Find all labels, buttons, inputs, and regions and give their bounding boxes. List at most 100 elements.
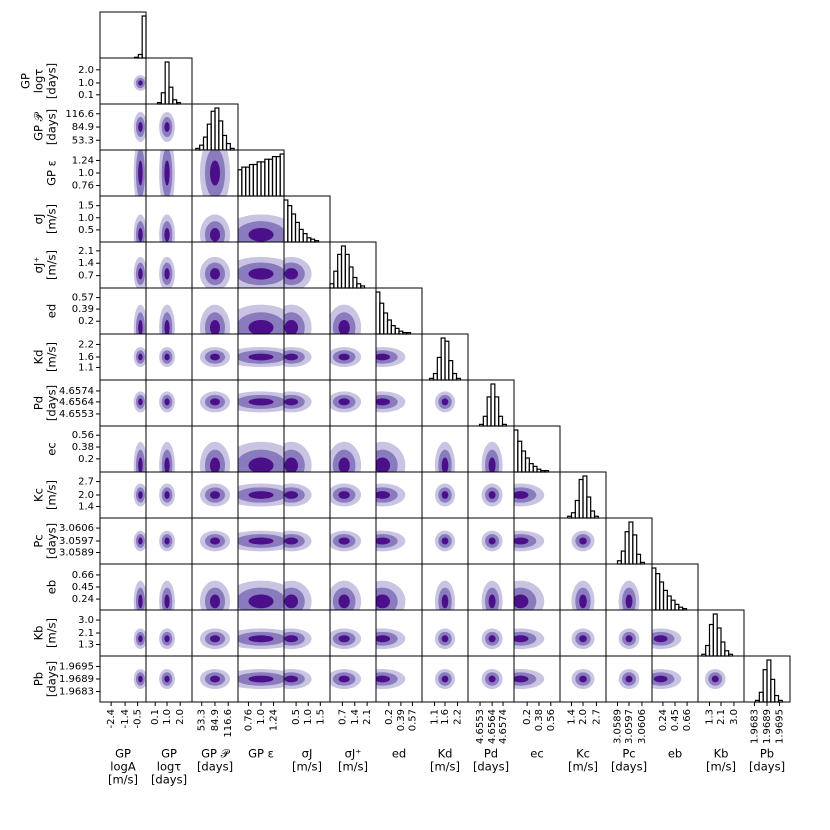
panel <box>99 655 147 703</box>
panel <box>375 563 423 611</box>
x-tick-label: 3.0589 <box>613 709 624 744</box>
contour <box>284 457 299 472</box>
panel <box>99 425 147 473</box>
panel <box>191 379 239 427</box>
contour <box>488 594 496 609</box>
x-tick-label: 53.3 <box>197 709 208 731</box>
panel <box>605 655 653 703</box>
contours <box>133 530 146 552</box>
x-axis-label: Pb <box>760 747 774 761</box>
panel <box>605 517 653 565</box>
x-tick-label: 3.0597 <box>624 709 635 744</box>
y-tick-label: 1.4 <box>78 258 94 269</box>
contour <box>376 635 391 643</box>
y-tick-label: 116.6 <box>65 109 94 120</box>
panel <box>99 103 147 151</box>
x-tick-label: 2.0 <box>578 709 589 725</box>
contour <box>138 268 143 280</box>
panel <box>375 425 423 473</box>
x-tick-label: -1.4 <box>120 709 131 729</box>
contours <box>376 628 406 650</box>
contour <box>164 160 170 186</box>
y-axis-label: logτ <box>32 69 46 94</box>
y-tick-label: 0.76 <box>72 181 94 192</box>
contours <box>284 304 312 334</box>
panel <box>145 57 193 105</box>
y-axis-label: Kb <box>32 626 46 641</box>
x-tick-label: 0.56 <box>546 709 557 731</box>
contour <box>338 594 350 609</box>
y-tick-label: 0.2 <box>78 454 94 465</box>
contour <box>338 537 350 545</box>
contours <box>376 483 406 507</box>
contour <box>248 594 274 609</box>
contours <box>133 441 146 472</box>
contour <box>248 353 274 361</box>
contours <box>330 391 362 413</box>
y-tick-label: 2.0 <box>78 490 94 501</box>
panel <box>651 655 699 703</box>
panel <box>421 425 469 473</box>
panel <box>145 517 193 565</box>
contours <box>133 75 146 91</box>
contour <box>579 635 587 643</box>
x-tick-label: 1.24 <box>269 709 280 731</box>
contours <box>376 668 406 690</box>
x-axis-label: GP <box>115 747 131 761</box>
panel <box>145 655 193 703</box>
panel <box>375 379 423 427</box>
contours <box>434 580 456 610</box>
contours <box>159 111 175 143</box>
contour <box>164 227 170 242</box>
x-axis-label: GP 𝒫 <box>201 747 231 761</box>
panel <box>329 471 377 519</box>
panel <box>145 103 193 151</box>
x-tick-label: 0.2 <box>522 709 533 725</box>
contours <box>481 628 503 650</box>
panel <box>421 655 469 703</box>
x-axis-label: [m/s] <box>430 760 460 774</box>
y-tick-label: 0.45 <box>72 582 94 593</box>
y-axis-label: ed <box>45 304 59 318</box>
panel <box>145 425 193 473</box>
contour <box>284 675 299 683</box>
contours <box>159 441 175 472</box>
x-axis-label: [m/s] <box>338 760 368 774</box>
x-tick-label: -0.5 <box>133 709 144 729</box>
x-axis-label: [m/s] <box>108 773 138 787</box>
panel <box>375 609 423 657</box>
contours <box>376 580 406 610</box>
contours <box>238 580 284 610</box>
y-axis-label: Pd <box>32 396 46 410</box>
panel <box>513 655 561 703</box>
panel <box>99 241 147 289</box>
x-tick-label: 2.7 <box>591 709 602 725</box>
contours <box>133 111 146 143</box>
panel <box>283 379 331 427</box>
panel <box>559 609 607 657</box>
panel-frame <box>375 287 423 335</box>
contours <box>514 668 545 690</box>
contours <box>571 580 595 610</box>
contours <box>330 483 362 507</box>
contours <box>376 441 406 472</box>
y-axis-label: [days] <box>45 63 59 99</box>
contours <box>434 628 456 650</box>
y-tick-label: 2.0 <box>78 65 94 76</box>
contour <box>488 675 496 683</box>
contours <box>199 441 231 472</box>
contour <box>138 635 143 643</box>
panel <box>375 471 423 519</box>
panel <box>191 333 239 381</box>
contour <box>138 160 143 186</box>
y-tick-label: 1.0 <box>78 78 94 89</box>
panel <box>329 609 377 657</box>
contours <box>514 530 545 552</box>
contour <box>488 537 496 545</box>
panel <box>283 517 331 565</box>
contours <box>238 628 284 650</box>
x-tick-label: 0.7 <box>337 709 348 725</box>
panel <box>283 333 331 381</box>
contour <box>653 635 668 643</box>
panel <box>559 563 607 611</box>
